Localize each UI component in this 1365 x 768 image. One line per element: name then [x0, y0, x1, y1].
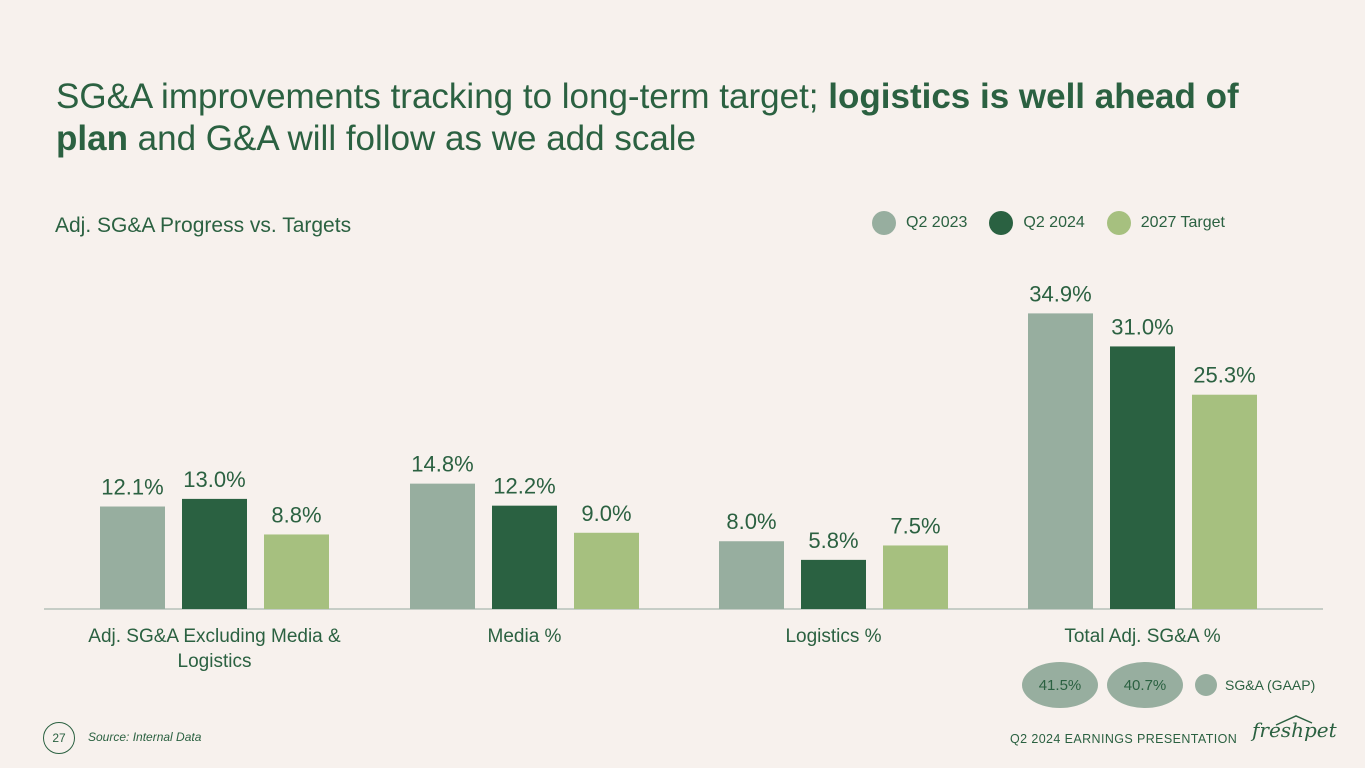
bar-0-2: [264, 534, 329, 609]
bar-0-0: [100, 506, 165, 609]
data-label-2-1: 5.8%: [808, 528, 858, 553]
title-bold2: plan: [56, 119, 128, 158]
gaap-sga: 41.5% 40.7% SG&A (GAAP): [1022, 662, 1315, 708]
logo-roof-icon: [1275, 715, 1313, 726]
legend-item-q2-2023: Q2 2023: [872, 211, 967, 235]
data-label-1-0: 14.8%: [411, 452, 473, 477]
category-label-0-1: Logistics: [178, 651, 252, 672]
source-note: Source: Internal Data: [88, 730, 202, 744]
category-label-3-0: Total Adj. SG&A %: [1064, 626, 1220, 647]
legend-item-2027-target: 2027 Target: [1106, 211, 1225, 235]
gaap-label: SG&A (GAAP): [1225, 677, 1316, 693]
data-label-1-1: 12.2%: [493, 474, 555, 499]
bar-1-2: [574, 532, 639, 609]
legend-label-2027-target: 2027 Target: [1140, 214, 1225, 231]
presentation-label: Q2 2024 EARNINGS PRESENTATION: [1010, 732, 1238, 746]
data-label-3-1: 31.0%: [1111, 314, 1173, 339]
bar-3-0: [1028, 313, 1093, 609]
data-label-0-0: 12.1%: [101, 475, 163, 500]
data-label-3-2: 25.3%: [1193, 363, 1255, 388]
bar-1-1: [492, 505, 557, 609]
chart-legend: Q2 2023 Q2 2024 2027 Target: [872, 209, 1247, 237]
bar-2-0: [719, 541, 784, 609]
page-number: 27: [43, 722, 75, 754]
legend-item-q2-2024: Q2 2024: [989, 211, 1085, 235]
data-label-1-2: 9.0%: [581, 501, 631, 526]
title-part2: and G&A will follow as we add scale: [127, 119, 697, 158]
freshpet-logo: freshpet: [1252, 715, 1337, 742]
gaap-q2-2024-value: 40.7%: [1107, 662, 1183, 708]
bar-1-0: [410, 483, 475, 609]
bar-0-1: [182, 498, 247, 609]
chart-subtitle: Adj. SG&A Progress vs. Targets: [55, 214, 352, 237]
category-label-1-0: Media %: [488, 626, 562, 647]
legend-label-q2-2024: Q2 2024: [1023, 214, 1085, 231]
bar-chart: 12.1% 13.0% 8.8% Adj. SG&A Excluding Media …: [44, 281, 1323, 672]
data-label-2-2: 7.5%: [890, 513, 940, 538]
legend-label-q2-2023: Q2 2023: [906, 214, 968, 231]
data-label-0-1: 13.0%: [183, 467, 245, 492]
gaap-legend-dot: [1195, 674, 1217, 696]
legend-dot-q2-2023: [872, 211, 896, 235]
bar-3-2: [1192, 394, 1257, 609]
category-label-0-0: Adj. SG&A Excluding Media &: [88, 626, 341, 647]
bar-3-1: [1110, 346, 1175, 609]
data-label-0-2: 8.8%: [271, 502, 321, 527]
bar-2-1: [801, 559, 866, 609]
logo-text: freshpet: [1252, 718, 1337, 742]
data-label-2-0: 8.0%: [726, 509, 776, 534]
title-bold1: logistics is well ahead of: [828, 77, 1239, 116]
title-part1: SG&A improvements tracking to long-term …: [56, 77, 829, 116]
category-label-2-0: Logistics %: [785, 626, 881, 647]
slide-title: SG&A improvements tracking to long-term …: [56, 76, 1316, 160]
legend-dot-2027-target: [1106, 211, 1131, 235]
gaap-q2-2023-value: 41.5%: [1022, 662, 1098, 708]
legend-dot-q2-2024: [989, 211, 1014, 235]
bar-2-2: [883, 545, 948, 609]
data-label-3-0: 34.9%: [1029, 281, 1091, 306]
